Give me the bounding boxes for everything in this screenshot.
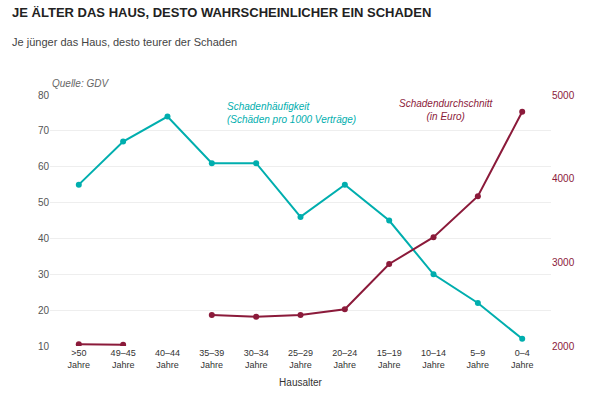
svg-text:Je jünger das Haus, desto teur: Je jünger das Haus, desto teurer der Sch… — [12, 36, 237, 48]
svg-text:3000: 3000 — [552, 257, 575, 268]
svg-text:30–34Jahre: 30–34Jahre — [244, 348, 269, 370]
svg-text:50: 50 — [38, 197, 50, 208]
svg-text:20: 20 — [38, 305, 50, 316]
svg-text:5000: 5000 — [552, 90, 575, 101]
svg-text:25–29Jahre: 25–29Jahre — [288, 348, 313, 370]
svg-text:35–39Jahre: 35–39Jahre — [199, 348, 224, 370]
svg-text:10–14Jahre: 10–14Jahre — [421, 348, 446, 370]
svg-text:Schadendurchschnitt(in Euro): Schadendurchschnitt(in Euro) — [399, 98, 494, 122]
svg-text:20–24Jahre: 20–24Jahre — [332, 348, 357, 370]
svg-text:10: 10 — [38, 341, 50, 352]
svg-text:40–44Jahre: 40–44Jahre — [155, 348, 180, 370]
svg-text:30: 30 — [38, 269, 50, 280]
svg-text:Schadenhäufigkeit(Schäden pro: Schadenhäufigkeit(Schäden pro 1000 Vertr… — [227, 101, 356, 125]
svg-text:80: 80 — [38, 90, 50, 101]
svg-text:Hausalter: Hausalter — [279, 377, 322, 388]
svg-text:4000: 4000 — [552, 173, 575, 184]
svg-text:70: 70 — [38, 125, 50, 136]
svg-text:JE ÄLTER DAS HAUS, DESTO WAHRS: JE ÄLTER DAS HAUS, DESTO WAHRSCHEINLICHE… — [12, 5, 431, 20]
svg-text:Quelle: GDV: Quelle: GDV — [52, 78, 109, 89]
svg-text:2000: 2000 — [552, 341, 575, 352]
svg-text:40: 40 — [38, 233, 50, 244]
svg-text:>50Jahre: >50Jahre — [68, 348, 91, 370]
svg-text:49–45Jahre: 49–45Jahre — [111, 348, 136, 370]
svg-text:60: 60 — [38, 161, 50, 172]
svg-text:0–4Jahre: 0–4Jahre — [511, 348, 534, 370]
svg-text:15–19Jahre: 15–19Jahre — [377, 348, 402, 370]
svg-text:5–9Jahre: 5–9Jahre — [467, 348, 490, 370]
